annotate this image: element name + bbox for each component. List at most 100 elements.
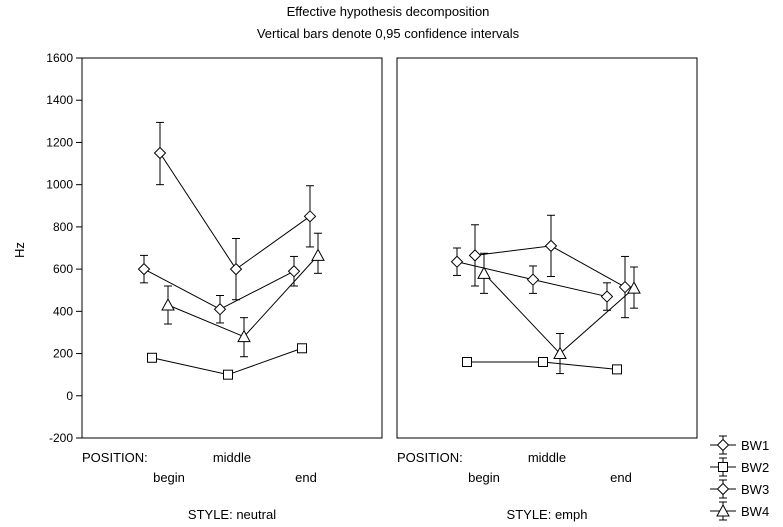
data-point — [287, 265, 301, 278]
y-tick-label: 400 — [53, 304, 73, 318]
marker-square — [718, 462, 728, 472]
marker-triangle — [716, 503, 730, 517]
data-point — [462, 357, 472, 367]
legend-item-bw4: BW4 — [710, 501, 769, 521]
chart-title: Effective hypothesis decomposition — [287, 4, 490, 19]
data-point — [147, 352, 157, 363]
y-tick-label: 1600 — [46, 51, 73, 65]
marker-diamond — [600, 290, 614, 303]
data-point — [553, 346, 567, 360]
y-tick-label: 1200 — [46, 135, 73, 149]
legend-label: BW3 — [741, 482, 769, 497]
y-axis-label: Hz — [12, 242, 27, 258]
legend-marker — [716, 503, 730, 517]
y-tick-label: -200 — [49, 431, 73, 445]
series-bw3 — [153, 121, 317, 301]
marker-diamond — [618, 280, 632, 294]
x-tick-label: middle — [528, 450, 566, 465]
data-point — [137, 262, 151, 276]
series-bw3 — [468, 214, 632, 319]
series-line — [159, 152, 311, 270]
legend-item-bw1: BW1 — [710, 435, 769, 455]
marker-diamond — [213, 303, 227, 316]
marker-diamond — [153, 146, 167, 160]
marker-diamond — [468, 249, 482, 262]
x-tick-label: middle — [213, 450, 251, 465]
y-tick-label: 1400 — [46, 93, 73, 107]
marker-diamond — [716, 438, 730, 452]
marker-square — [462, 357, 472, 367]
x-tick-label: begin — [468, 470, 500, 485]
series-line — [474, 245, 626, 288]
y-tick-label: 1000 — [46, 178, 73, 192]
data-point — [612, 364, 622, 375]
panel-emph — [396, 57, 698, 439]
data-point — [538, 357, 548, 367]
x-tick-label: begin — [153, 470, 185, 485]
data-point — [223, 369, 233, 380]
marker-diamond — [544, 239, 558, 253]
marker-triangle — [311, 248, 325, 261]
data-point — [311, 248, 325, 261]
legend-marker — [716, 482, 730, 496]
legend-item-bw2: BW2 — [710, 457, 769, 477]
y-tick-label: 200 — [53, 347, 73, 361]
legend: BW1 BW2 BW3 BW4 — [710, 435, 769, 521]
marker-square — [223, 369, 233, 380]
data-point — [303, 210, 317, 223]
x-tick-label: end — [610, 470, 632, 485]
y-tick-label: 600 — [53, 262, 73, 276]
legend-label: BW4 — [741, 504, 769, 519]
marker-triangle — [237, 329, 251, 343]
data-point — [600, 290, 614, 303]
data-point — [468, 249, 482, 262]
marker-diamond — [229, 262, 243, 276]
data-point — [627, 281, 641, 294]
data-point — [153, 146, 167, 160]
marker-triangle — [627, 281, 641, 294]
data-point — [544, 239, 558, 253]
panel-neutral — [81, 57, 383, 439]
data-point — [229, 262, 243, 276]
data-point — [297, 343, 307, 354]
plot-frame — [396, 57, 698, 439]
y-axis: -200 0 200 400 600 800 1000 1200 1400 1600 — [46, 51, 82, 445]
legend-item-bw3: BW3 — [710, 479, 769, 499]
marker-triangle — [477, 266, 491, 279]
panel-style-label: STYLE: neutral — [188, 507, 276, 522]
marker-diamond — [526, 273, 540, 286]
data-point — [161, 297, 175, 311]
marker-square — [297, 343, 307, 354]
marker-square — [147, 352, 157, 363]
x-tick-label: end — [295, 470, 317, 485]
marker-diamond — [716, 482, 730, 496]
x-factor-label: POSITION: — [82, 450, 148, 465]
marker-diamond — [450, 255, 464, 268]
marker-triangle — [553, 346, 567, 360]
legend-label: BW2 — [741, 460, 769, 475]
data-point — [450, 255, 464, 268]
marker-diamond — [287, 265, 301, 278]
series-bw4 — [477, 252, 641, 375]
series-bw1 — [137, 254, 301, 324]
legend-marker — [718, 462, 728, 472]
data-point — [213, 303, 227, 316]
panel-style-label: STYLE: emph — [507, 507, 588, 522]
marker-square — [538, 357, 548, 367]
legend-marker — [716, 438, 730, 452]
chart-subtitle: Vertical bars denote 0,95 confidence int… — [257, 26, 520, 41]
marker-square — [612, 364, 622, 375]
series-bw2 — [147, 343, 307, 380]
marker-diamond — [303, 210, 317, 223]
plot-frame — [81, 57, 383, 439]
data-point — [477, 266, 491, 279]
data-point — [526, 273, 540, 286]
series-bw1 — [450, 247, 614, 311]
y-tick-label: 800 — [53, 220, 73, 234]
series-bw2 — [462, 357, 622, 375]
legend-label: BW1 — [741, 438, 769, 453]
x-factor-label: POSITION: — [397, 450, 463, 465]
data-point — [237, 329, 251, 343]
series-bw4 — [161, 232, 325, 358]
